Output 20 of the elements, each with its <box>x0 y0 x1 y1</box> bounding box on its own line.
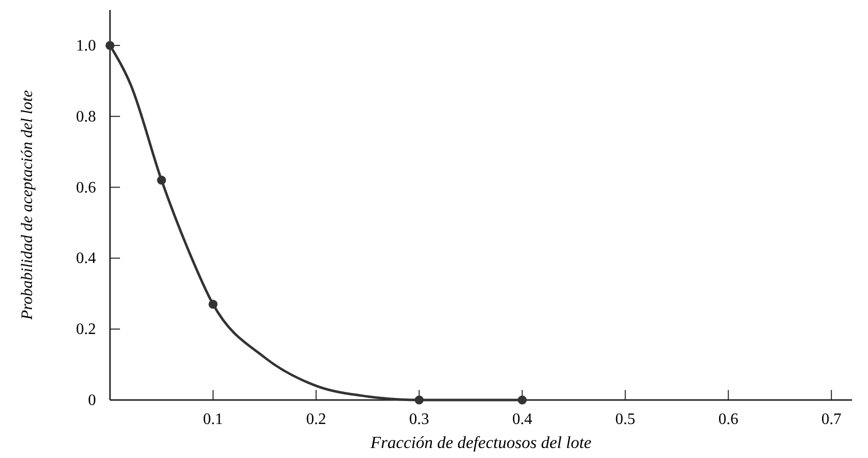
point <box>208 300 218 309</box>
y-axis-title: Probabilidad de aceptación del lote <box>19 90 36 321</box>
x-tick-label: 0.1 <box>203 411 224 428</box>
y-tick-label: 0 <box>88 392 96 409</box>
point <box>106 40 114 50</box>
x-axis-title: Fracción de defectuosos del lote <box>370 433 592 452</box>
point <box>414 396 424 404</box>
y-tick-label: 0.4 <box>76 250 96 268</box>
x-tick-label: 0.5 <box>615 411 636 428</box>
y-tick-label: 0.8 <box>76 108 96 126</box>
x-tick-label: 0.4 <box>512 411 532 428</box>
x-tick-label: 0.6 <box>718 411 738 428</box>
y-tick-label: 0.2 <box>76 321 96 338</box>
y-tick-label: 0.6 <box>76 179 96 196</box>
x-tick-label: 0.3 <box>409 411 430 428</box>
y-tick-label: 1.0 <box>76 37 96 54</box>
x-tick-label: 0.7 <box>821 411 842 428</box>
x-tick-label: 0.2 <box>306 411 326 428</box>
point <box>157 176 166 185</box>
point <box>518 396 527 404</box>
